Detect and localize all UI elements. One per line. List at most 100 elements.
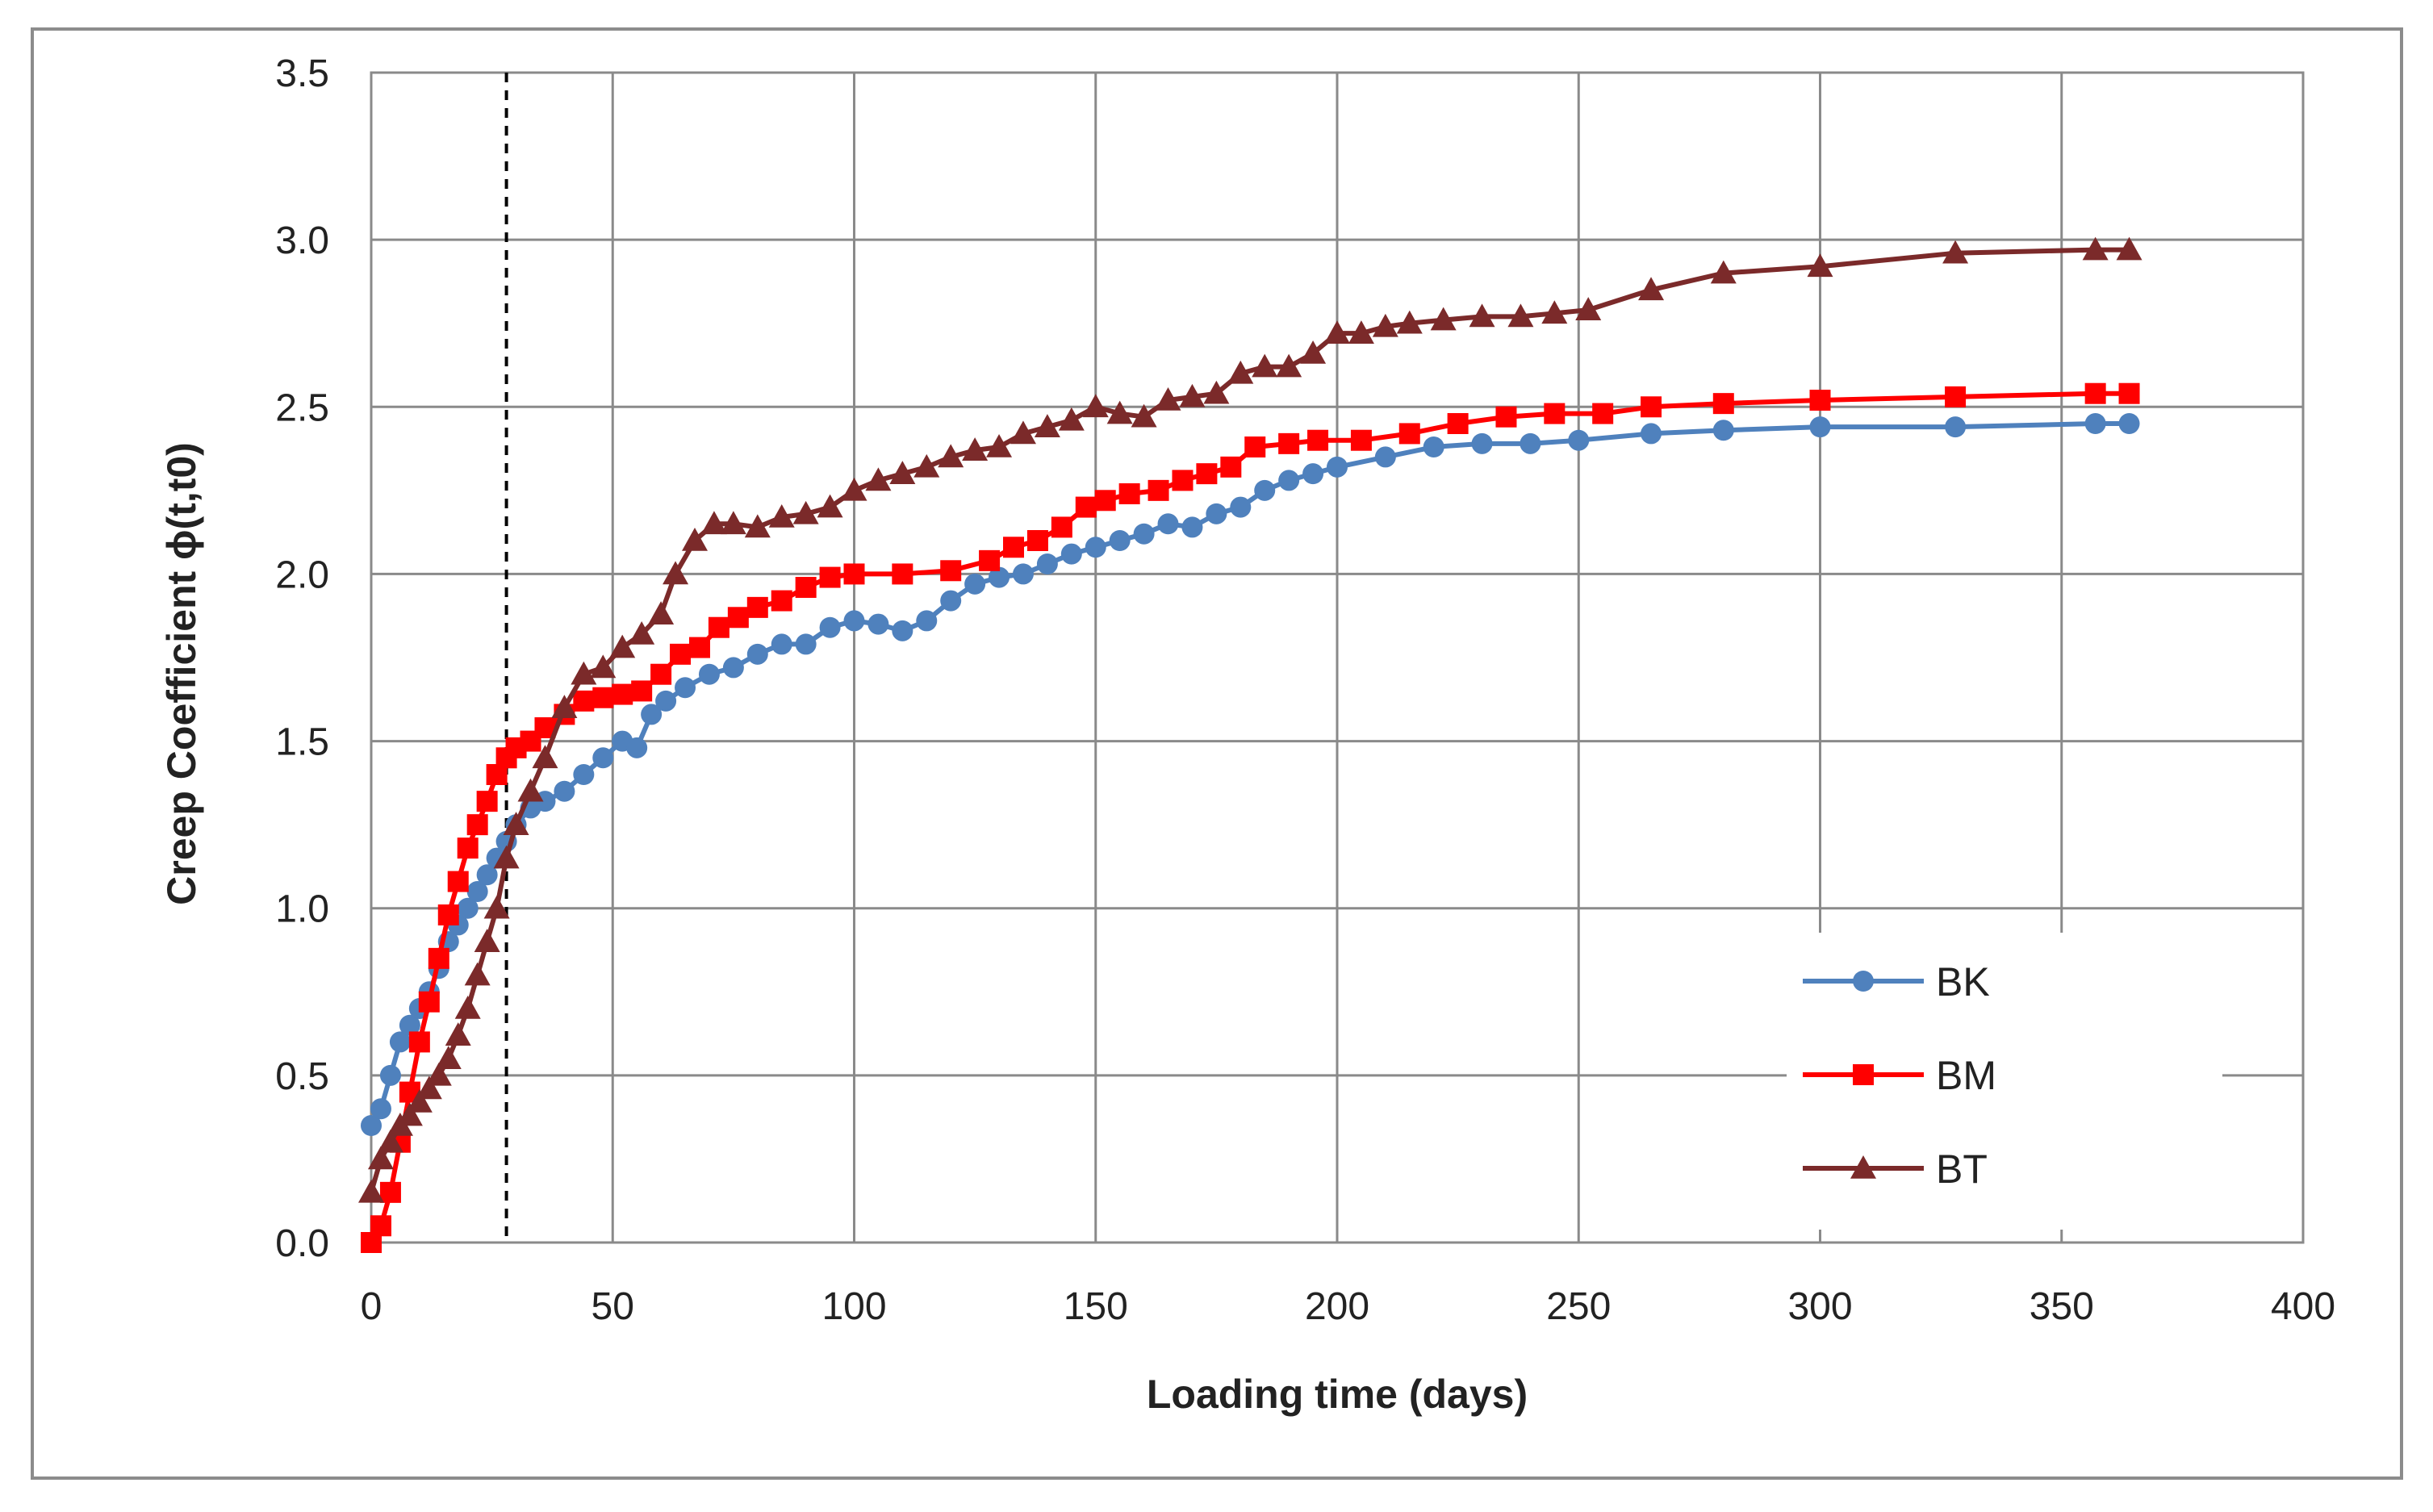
data-point-bt bbox=[1082, 394, 1109, 418]
data-point-bk bbox=[389, 1031, 411, 1053]
data-point-bt bbox=[1106, 400, 1133, 424]
data-point-bt bbox=[792, 500, 819, 524]
y-tick-label: 1.0 bbox=[275, 888, 329, 931]
data-point-bk bbox=[1327, 456, 1348, 478]
data-point-bt bbox=[396, 1102, 423, 1126]
data-point-bm bbox=[1148, 479, 1169, 501]
data-point-bt bbox=[681, 528, 708, 551]
y-tick-label: 1.5 bbox=[275, 721, 329, 764]
y-tick-label: 3.5 bbox=[275, 52, 329, 95]
data-point-bt bbox=[1179, 383, 1206, 407]
data-point-bk bbox=[573, 764, 595, 785]
data-point-bk bbox=[1945, 416, 1967, 438]
y-tick-label: 2.5 bbox=[275, 386, 329, 429]
data-point-bk bbox=[867, 613, 889, 635]
data-point-bk bbox=[476, 864, 498, 886]
data-point-bm bbox=[1220, 456, 1242, 478]
x-tick-label: 150 bbox=[1064, 1285, 1128, 1328]
data-point-bm bbox=[1398, 423, 1420, 445]
x-tick-label: 50 bbox=[592, 1285, 634, 1328]
data-point-bt bbox=[2116, 236, 2142, 261]
data-point-bt bbox=[663, 561, 689, 585]
data-point-bt bbox=[609, 634, 636, 658]
x-axis-title: Loading time (days) bbox=[1147, 1372, 1528, 1417]
data-point-bm bbox=[1094, 490, 1116, 512]
data-point-bk bbox=[554, 780, 575, 802]
data-point-bk bbox=[1012, 563, 1034, 585]
data-point-bk bbox=[370, 1098, 391, 1120]
legend-label-bk: BK bbox=[1936, 959, 1990, 1005]
data-point-bm bbox=[1495, 406, 1517, 428]
data-point-bk bbox=[746, 643, 768, 665]
data-point-bk bbox=[1278, 470, 1300, 491]
data-point-bt bbox=[1276, 353, 1302, 378]
y-tick-label: 2.0 bbox=[275, 553, 329, 596]
data-point-bt bbox=[720, 511, 746, 535]
data-point-bt bbox=[986, 434, 1013, 457]
x-tick-label: 100 bbox=[821, 1285, 886, 1328]
data-point-bk bbox=[1568, 429, 1590, 451]
data-point-bm bbox=[979, 549, 1001, 571]
data-point-bt bbox=[962, 437, 989, 461]
data-point-bt bbox=[1324, 320, 1350, 344]
data-point-bm bbox=[650, 663, 672, 685]
data-point-bm bbox=[1172, 470, 1194, 491]
data-point-bk bbox=[989, 566, 1010, 588]
line-chart: 0 50 100 150 200 250 300 350 400 0.0 0.5 1.0 1.5 2.0 2… bbox=[159, 52, 2335, 1417]
data-point-bt bbox=[1348, 320, 1374, 344]
data-point-bm bbox=[1051, 516, 1072, 538]
series-bt bbox=[358, 236, 2142, 1203]
data-point-bm bbox=[1350, 429, 1372, 451]
data-point-bk bbox=[1109, 530, 1131, 551]
data-point-bm bbox=[1592, 403, 1614, 424]
data-point-bm bbox=[437, 904, 459, 925]
data-point-bm bbox=[1712, 393, 1734, 415]
data-point-bm bbox=[379, 1181, 401, 1203]
data-point-bt bbox=[1807, 253, 1833, 278]
data-point-bm bbox=[1196, 463, 1218, 485]
data-point-bm bbox=[457, 837, 479, 859]
data-point-bk bbox=[916, 610, 938, 632]
data-point-bk bbox=[1085, 537, 1106, 558]
data-point-bm bbox=[1026, 530, 1048, 551]
data-point-bt bbox=[435, 1046, 462, 1069]
data-point-bt bbox=[358, 1179, 384, 1203]
data-point-bt bbox=[1034, 414, 1060, 437]
data-point-bk bbox=[641, 704, 663, 725]
data-point-bt bbox=[1575, 297, 1602, 320]
data-point-bm bbox=[476, 791, 498, 812]
legend-marker-bk bbox=[1853, 971, 1874, 992]
legend-label-bm: BM bbox=[1936, 1053, 1996, 1098]
data-point-bm bbox=[1278, 432, 1300, 454]
legend-marker-bt bbox=[1850, 1155, 1876, 1179]
data-point-bk bbox=[1423, 436, 1444, 457]
data-point-bm bbox=[592, 687, 614, 708]
y-tick-label: 3.0 bbox=[275, 219, 329, 262]
data-point-bm bbox=[892, 563, 913, 585]
y-tick-label: 0.0 bbox=[275, 1222, 329, 1265]
data-point-bk bbox=[1206, 503, 1227, 524]
data-point-bk bbox=[964, 573, 986, 595]
chart-frame: 0 50 100 150 200 250 300 350 400 0.0 0.5 1.0 1.5 2.0 2… bbox=[31, 27, 2403, 1480]
data-point-bm bbox=[1118, 483, 1140, 504]
data-point-bk bbox=[399, 1014, 420, 1036]
data-point-bm bbox=[727, 607, 749, 629]
data-point-bt bbox=[1430, 307, 1457, 331]
data-point-bk bbox=[1302, 463, 1324, 485]
data-point-bt bbox=[913, 453, 940, 478]
data-point-bt bbox=[1252, 353, 1278, 378]
data-point-bt bbox=[464, 962, 491, 986]
data-point-bk bbox=[1036, 553, 1058, 574]
data-point-bk bbox=[1641, 423, 1662, 445]
data-point-bk bbox=[1712, 420, 1734, 441]
data-point-bm bbox=[1307, 429, 1329, 451]
data-point-bk bbox=[819, 616, 841, 638]
data-point-bt bbox=[406, 1089, 433, 1113]
data-point-bm bbox=[418, 991, 440, 1013]
data-point-bm bbox=[631, 680, 653, 702]
data-point-bk bbox=[2084, 413, 2106, 434]
data-point-bt bbox=[1155, 387, 1181, 411]
series-bk bbox=[361, 413, 2140, 1136]
data-point-bt bbox=[416, 1076, 442, 1100]
data-point-bt bbox=[648, 601, 675, 624]
